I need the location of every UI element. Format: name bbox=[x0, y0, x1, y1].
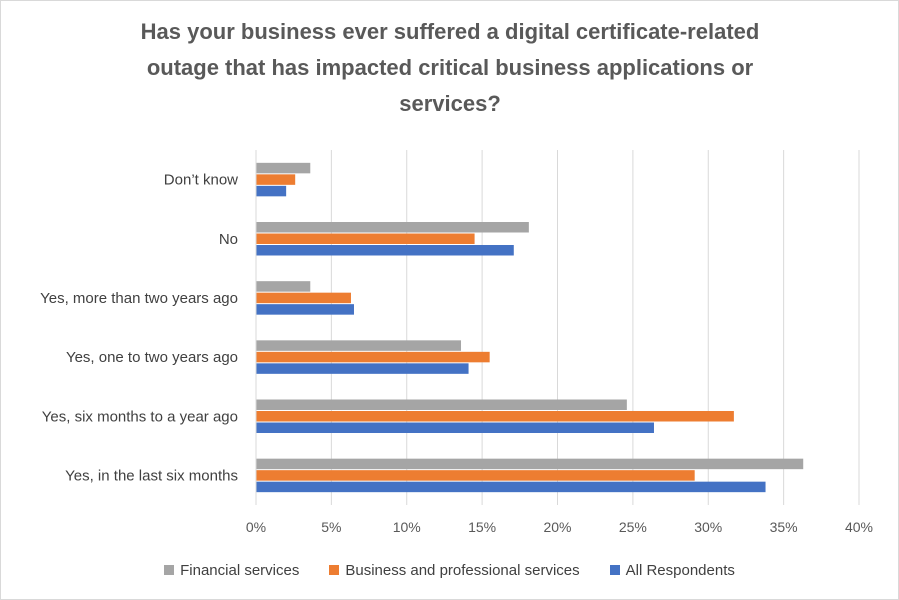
legend-label: Financial services bbox=[180, 561, 300, 579]
bar bbox=[256, 351, 490, 363]
bar bbox=[256, 470, 695, 481]
x-tick-label: 30% bbox=[694, 519, 722, 535]
bar bbox=[256, 458, 804, 470]
bar bbox=[256, 304, 354, 315]
chart-legend: Financial services Business and professio… bbox=[0, 558, 899, 582]
x-tick-label: 20% bbox=[543, 519, 571, 535]
bar bbox=[256, 292, 351, 304]
category-label: Yes, more than two years ago bbox=[40, 290, 238, 307]
bar bbox=[256, 411, 734, 422]
legend-item: All Respondents bbox=[609, 558, 735, 582]
bar bbox=[256, 340, 462, 351]
x-tick-label: 5% bbox=[321, 519, 341, 535]
x-tick-label: 15% bbox=[468, 519, 496, 535]
x-tick-label: 40% bbox=[845, 519, 873, 535]
legend-label: Business and professional services bbox=[345, 561, 580, 579]
bar bbox=[256, 162, 311, 174]
bar bbox=[256, 245, 514, 256]
legend-item: Financial services bbox=[164, 558, 299, 582]
legend-swatch bbox=[329, 565, 340, 575]
x-tick-label: 0% bbox=[246, 519, 266, 535]
legend-item: Business and professional services bbox=[329, 558, 580, 582]
bar bbox=[256, 233, 475, 244]
legend-label: All Respondents bbox=[625, 561, 735, 579]
bar bbox=[256, 399, 627, 410]
bar bbox=[256, 363, 469, 374]
category-label: Yes, six months to a year ago bbox=[42, 408, 238, 425]
category-label: Yes, in the last six months bbox=[65, 467, 238, 484]
chart-title: Has your business ever suffered a digita… bbox=[140, 19, 760, 116]
bar bbox=[256, 222, 529, 233]
legend-swatch bbox=[164, 565, 175, 575]
bar bbox=[256, 422, 654, 433]
legend-swatch bbox=[609, 565, 620, 575]
x-tick-label: 25% bbox=[619, 519, 647, 535]
x-tick-label: 35% bbox=[770, 519, 798, 535]
bar bbox=[256, 281, 311, 292]
bar bbox=[256, 185, 287, 197]
category-label: Yes, one to two years ago bbox=[66, 349, 238, 366]
bar bbox=[256, 174, 296, 185]
category-label: Don’t know bbox=[164, 172, 238, 189]
category-label: No bbox=[219, 231, 238, 248]
x-tick-label: 10% bbox=[393, 519, 421, 535]
bar bbox=[256, 481, 766, 493]
